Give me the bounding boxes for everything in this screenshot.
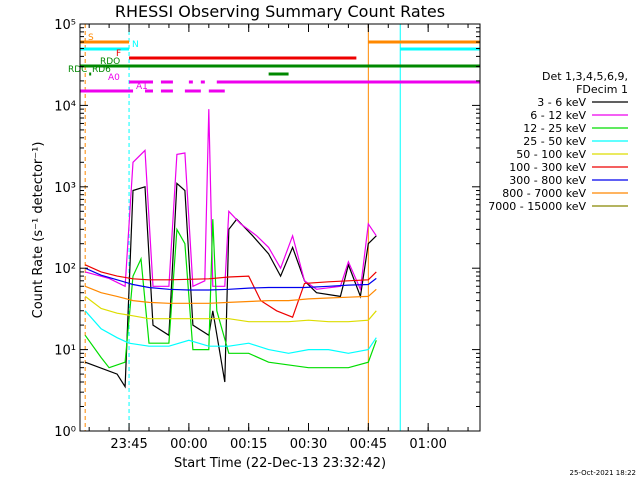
series-50-100-kev bbox=[84, 295, 377, 323]
x-tick-label: 23:45 bbox=[110, 437, 147, 452]
flag-label-f: F bbox=[116, 49, 121, 59]
series-25-50-kev bbox=[84, 310, 377, 354]
x-tick-label: 00:00 bbox=[170, 437, 207, 452]
y-tick-label: 10² bbox=[54, 262, 76, 277]
flag-rdo: RDO bbox=[80, 57, 480, 68]
legend-label-7000-15000-kev: 7000 - 15000 keV bbox=[488, 200, 586, 213]
legend-label-300-800-kev: 300 - 800 keV bbox=[509, 174, 586, 187]
series-100-300-kev bbox=[84, 264, 377, 318]
y-axis-label: Count Rate (s⁻¹ detector⁻¹) bbox=[31, 142, 46, 319]
legend-label-800-7000-kev: 800 - 7000 keV bbox=[502, 187, 586, 200]
legend-title-line-2: FDecim 1 bbox=[576, 83, 628, 96]
series-800-7000-kev bbox=[84, 285, 377, 304]
chart-title: RHESSI Observing Summary Count Rates bbox=[115, 2, 445, 21]
y-tick-label: 10⁵ bbox=[54, 18, 76, 33]
flag-label-s: S bbox=[88, 33, 94, 43]
x-tick-label: 00:30 bbox=[290, 437, 327, 452]
series-12-25-kev bbox=[84, 219, 377, 369]
flag-label-rd6: RD6 bbox=[92, 65, 111, 75]
x-axis-label: Start Time (22-Dec-13 23:32:42) bbox=[174, 456, 386, 471]
flag-label-rdo: RDO bbox=[100, 57, 120, 67]
flag-label-a0: A0 bbox=[108, 73, 120, 83]
series-3-6-kev bbox=[84, 182, 377, 389]
y-tick-label: 10⁰ bbox=[54, 425, 76, 440]
flag-f: F bbox=[116, 49, 357, 60]
legend-title-line-1: Det 1,3,4,5,6,9, bbox=[542, 70, 628, 83]
legend-label-25-50-kev: 25 - 50 keV bbox=[523, 135, 586, 148]
legend-label-3-6-kev: 3 - 6 keV bbox=[537, 96, 586, 109]
flag-rdc: RDC bbox=[68, 65, 289, 76]
series-6-12-kev bbox=[85, 109, 377, 292]
y-tick-label: 10³ bbox=[54, 181, 76, 196]
flag-label-rdc: RDC bbox=[68, 65, 87, 75]
flag-s: S bbox=[80, 33, 480, 44]
flag-n: N bbox=[80, 40, 480, 51]
legend-label-6-12-kev: 6 - 12 keV bbox=[530, 109, 586, 122]
flag-label-a1: A1 bbox=[136, 82, 148, 92]
x-tick-label: 00:45 bbox=[350, 437, 387, 452]
series-300-800-kev bbox=[84, 267, 377, 291]
legend-label-50-100-kev: 50 - 100 keV bbox=[516, 148, 586, 161]
flag-label-n: N bbox=[132, 40, 139, 50]
plot-frame bbox=[79, 23, 481, 432]
legend-label-12-25-kev: 12 - 25 keV bbox=[523, 122, 586, 135]
y-tick-label: 10⁴ bbox=[54, 99, 76, 114]
flag-rd6: RD6 bbox=[89, 65, 111, 76]
x-tick-label: 00:15 bbox=[230, 437, 267, 452]
y-tick-label: 10¹ bbox=[54, 344, 76, 359]
footer-timestamp: 25-Oct-2021 18:22 bbox=[570, 469, 636, 477]
flag-a0: A0 bbox=[108, 73, 480, 84]
flag-a1: A1 bbox=[80, 82, 225, 93]
x-tick-label: 01:00 bbox=[409, 437, 446, 452]
legend-label-100-300-kev: 100 - 300 keV bbox=[509, 161, 586, 174]
